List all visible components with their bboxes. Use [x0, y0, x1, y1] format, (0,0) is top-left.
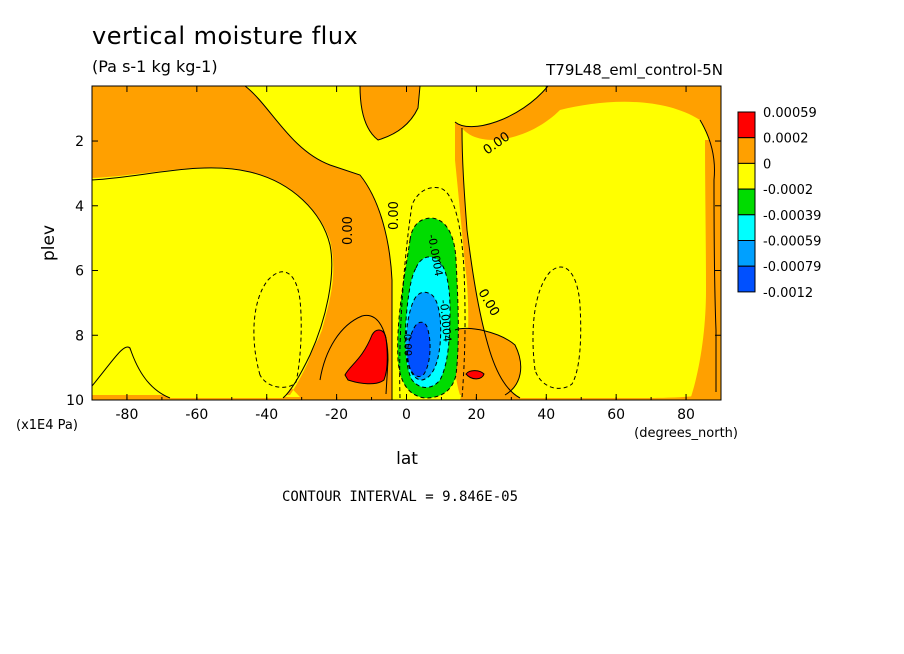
colorbar-label: -0.00059: [763, 235, 821, 250]
red-region-east: [466, 370, 484, 379]
red-region-west: [345, 330, 388, 384]
dashed-contours: [253, 187, 582, 399]
colorbar-swatch: [737, 265, 756, 293]
y-tick-label: 2: [75, 134, 84, 150]
x-tick-label: 20: [467, 407, 485, 423]
orange-strip-east: [690, 140, 721, 400]
x-tick-label: -80: [116, 407, 139, 423]
chart-title: vertical moisture flux: [92, 22, 359, 50]
plot-area: 0.00 0.00 0.00 0.00 -0.0004 -0.0004 0.00: [92, 86, 721, 400]
orange-region-top: [360, 86, 420, 140]
x-tick-label: 60: [607, 407, 625, 423]
x-tick-label: -60: [185, 407, 208, 423]
orange-blob-east: [453, 328, 521, 395]
x-tick-label: 0: [402, 407, 411, 423]
colorbar-swatch: [737, 240, 756, 267]
y-axis-units: (x1E4 Pa): [16, 418, 78, 433]
axes: -80 -60 -40 -20 0 20 40 60 80 2 4 6 8 10: [66, 86, 722, 423]
y-tick-label: 6: [75, 264, 84, 280]
colorbar-swatch: [737, 137, 756, 164]
x-tick-label: -40: [255, 407, 278, 423]
x-tick-label: 40: [537, 407, 555, 423]
yellow-cut-east: [462, 101, 716, 398]
colorbar: 0.00059 0.0002 0 -0.0002 -0.00039 -0.00059 -0.…: [737, 106, 821, 301]
yellow-cut-west2: [92, 167, 332, 398]
contour-label: -0.0004: [437, 299, 454, 342]
contour-interval: CONTOUR INTERVAL = 9.846E-05: [282, 489, 519, 505]
contour-label: 0.00: [387, 201, 402, 230]
x-tick-label: 80: [677, 407, 695, 423]
chart-subtitle: (Pa s-1 kg kg-1): [92, 57, 218, 76]
x-tick-label: -20: [325, 407, 348, 423]
blue-region: [407, 322, 431, 377]
y-axis-label: plev: [39, 225, 59, 261]
colorbar-swatch: [737, 188, 756, 216]
x-axis-units: (degrees_north): [634, 426, 738, 441]
colorbar-label: -0.00039: [763, 209, 821, 224]
y-tick-label: 4: [75, 199, 84, 215]
colorbar-label: -0.0002: [763, 183, 813, 198]
solid-contours: [92, 86, 717, 400]
x-axis-label: lat: [396, 449, 418, 469]
colorbar-label: 0: [763, 157, 771, 172]
y-tick-label: 8: [75, 328, 84, 344]
colorbar-label: -0.00079: [763, 260, 821, 275]
contour-label: 0.00: [341, 216, 356, 245]
colorbar-label: 0.00059: [763, 106, 817, 121]
colorbar-swatch: [737, 214, 756, 242]
y-tick-label: 10: [66, 393, 84, 409]
colorbar-label: 0.0002: [763, 132, 809, 147]
colorbar-swatch: [737, 162, 756, 190]
contour-label: 0.00: [401, 334, 413, 357]
run-label: T79L48_eml_control-5N: [546, 61, 723, 79]
colorbar-swatch: [737, 111, 756, 139]
colorbar-label: -0.0012: [763, 286, 813, 301]
